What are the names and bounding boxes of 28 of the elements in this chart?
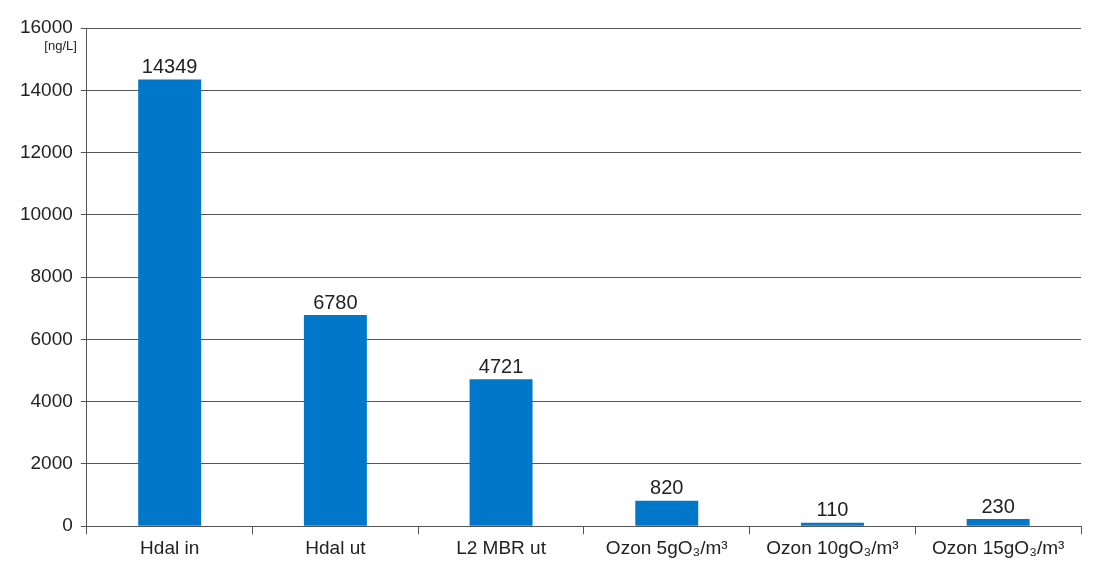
y-tick-label: 12000 [19,140,73,162]
y-tick-label: 4000 [30,389,73,411]
y-tick-label: 14000 [19,78,73,100]
x-tick-label: L2 MBR ut [456,536,547,558]
x-tick-label: Hdal in [140,536,200,558]
data-label: 230 [981,494,1015,517]
bar [138,79,202,526]
y-tick-label: 2000 [30,452,73,474]
bar [800,522,864,526]
y-axis-title: [ng/L] [44,38,77,54]
x-tick-label: Ozon 5gO₃/m³ [605,536,728,558]
x-tick-label: Ozon 10gO₃/m³ [766,536,899,558]
y-tick-label: 0 [62,514,73,536]
y-tick-label: 16000 [19,16,73,38]
data-label: 110 [816,498,849,521]
bar [469,379,533,526]
data-label: 14349 [141,54,198,77]
data-label: 6780 [313,290,358,313]
bar [303,315,367,526]
y-tick-label: 6000 [30,327,73,349]
x-tick-label: Hdal ut [305,536,367,558]
bar [966,519,1030,526]
bar [635,500,699,526]
y-tick-label: 10000 [19,203,73,225]
x-tick-label: Ozon 15gO₃/m³ [931,536,1065,558]
y-tick-label: 8000 [30,265,73,287]
data-label: 4721 [478,354,524,377]
data-label: 820 [650,476,684,499]
